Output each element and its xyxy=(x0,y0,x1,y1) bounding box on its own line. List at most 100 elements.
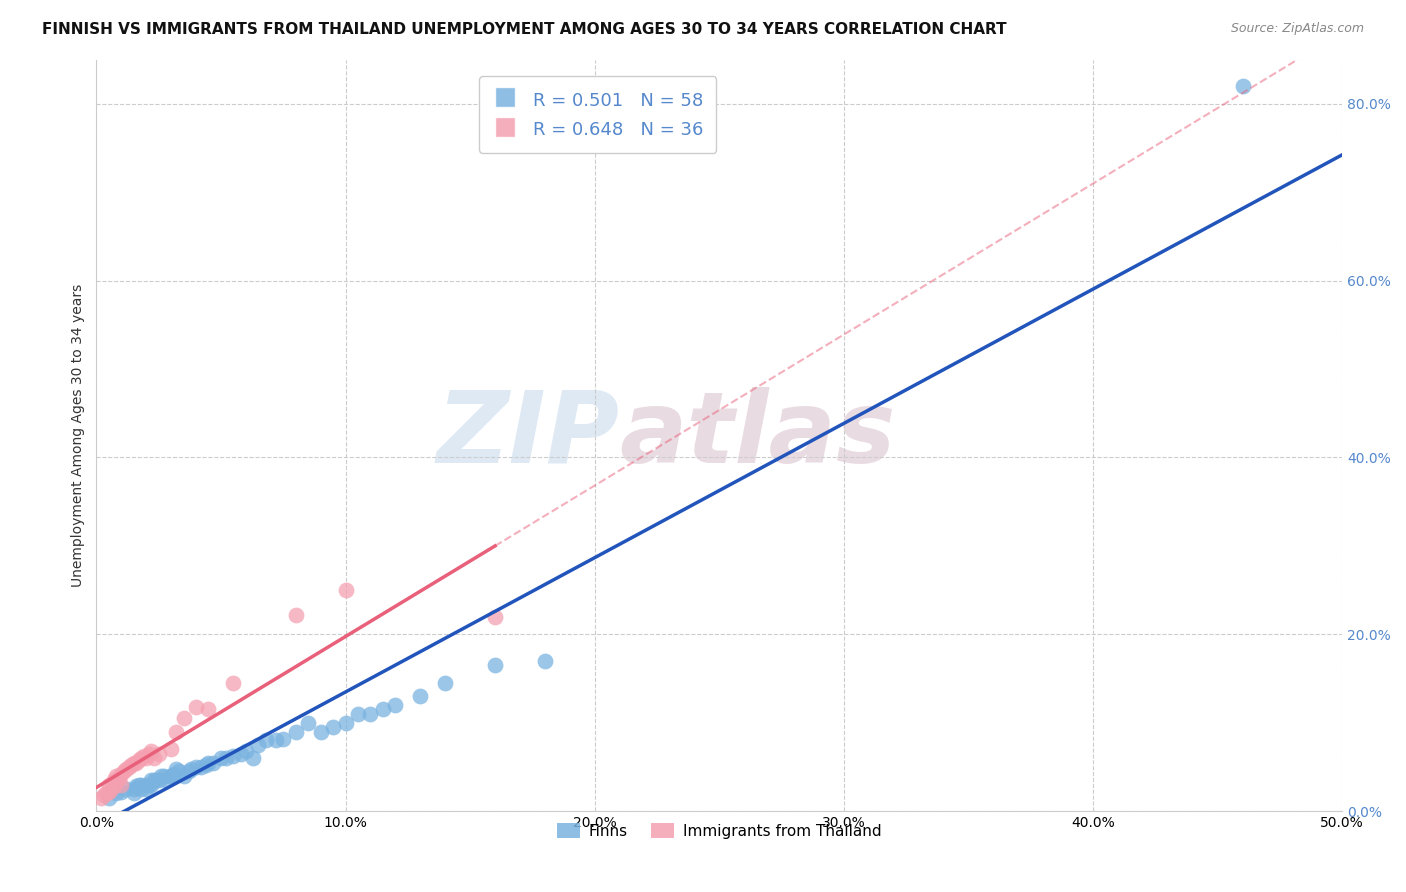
Point xyxy=(184,699,207,714)
Point xyxy=(132,749,155,764)
Point xyxy=(105,776,128,790)
Point xyxy=(173,769,195,783)
Point xyxy=(534,654,557,668)
Point xyxy=(110,778,132,792)
Text: ZIP: ZIP xyxy=(437,387,620,483)
Point xyxy=(118,760,141,774)
Point xyxy=(128,778,150,792)
Point xyxy=(347,706,370,721)
Point xyxy=(105,769,128,783)
Point xyxy=(247,738,270,752)
Point xyxy=(138,747,160,761)
Legend: Finns, Immigrants from Thailand: Finns, Immigrants from Thailand xyxy=(551,817,887,845)
Point xyxy=(141,773,163,788)
Point xyxy=(222,749,245,764)
Point xyxy=(148,773,170,788)
Point xyxy=(177,764,200,779)
Point xyxy=(152,769,174,783)
Point xyxy=(135,778,157,792)
Point xyxy=(409,690,432,704)
Point xyxy=(100,782,122,797)
Point xyxy=(180,762,202,776)
Text: atlas: atlas xyxy=(620,387,896,483)
Point xyxy=(142,751,165,765)
Point xyxy=(103,780,125,794)
Point xyxy=(142,773,165,788)
Point xyxy=(112,764,135,779)
Point xyxy=(162,767,184,781)
Point xyxy=(120,758,142,772)
Point xyxy=(97,791,120,805)
Point xyxy=(195,758,218,772)
Point xyxy=(129,751,152,765)
Point xyxy=(138,778,160,792)
Point xyxy=(129,782,152,797)
Point xyxy=(297,715,319,730)
Y-axis label: Unemployment Among Ages 30 to 34 years: Unemployment Among Ages 30 to 34 years xyxy=(72,284,86,587)
Point xyxy=(129,778,152,792)
Point xyxy=(359,706,381,721)
Point xyxy=(122,756,145,770)
Point xyxy=(202,756,225,770)
Point xyxy=(103,773,125,788)
Point xyxy=(122,787,145,801)
Point xyxy=(167,764,190,779)
Point xyxy=(335,715,357,730)
Point xyxy=(184,760,207,774)
Text: FINNISH VS IMMIGRANTS FROM THAILAND UNEMPLOYMENT AMONG AGES 30 TO 34 YEARS CORRE: FINNISH VS IMMIGRANTS FROM THAILAND UNEM… xyxy=(42,22,1007,37)
Point xyxy=(128,753,150,767)
Point xyxy=(222,676,245,690)
Point xyxy=(322,720,344,734)
Point xyxy=(173,711,195,725)
Point xyxy=(271,731,294,746)
Point xyxy=(165,724,187,739)
Point xyxy=(145,773,167,788)
Point xyxy=(90,791,112,805)
Point xyxy=(155,773,177,788)
Point xyxy=(165,762,187,776)
Point xyxy=(135,782,157,797)
Point xyxy=(197,702,219,716)
Point xyxy=(264,733,287,747)
Point xyxy=(434,676,457,690)
Point xyxy=(115,762,138,776)
Point xyxy=(160,769,183,783)
Point xyxy=(115,782,138,797)
Point xyxy=(229,747,252,761)
Point xyxy=(335,583,357,598)
Point xyxy=(110,767,132,781)
Point xyxy=(122,782,145,797)
Point xyxy=(242,751,264,765)
Point xyxy=(371,702,394,716)
Point xyxy=(141,744,163,758)
Point xyxy=(96,787,118,801)
Point xyxy=(148,747,170,761)
Point xyxy=(125,756,148,770)
Point xyxy=(254,733,277,747)
Point xyxy=(484,609,506,624)
Point xyxy=(107,771,129,785)
Point xyxy=(160,769,183,783)
Point xyxy=(215,751,238,765)
Point xyxy=(160,742,183,756)
Point xyxy=(384,698,406,712)
Point xyxy=(284,724,307,739)
Point xyxy=(97,785,120,799)
Point xyxy=(1232,79,1254,94)
Point xyxy=(209,751,232,765)
Point xyxy=(125,780,148,794)
Point xyxy=(97,778,120,792)
Point xyxy=(197,756,219,770)
Point xyxy=(484,658,506,673)
Point xyxy=(105,787,128,801)
Point xyxy=(141,778,163,792)
Point xyxy=(93,789,115,803)
Point xyxy=(235,744,257,758)
Point xyxy=(150,769,173,783)
Point xyxy=(135,751,157,765)
Text: Source: ZipAtlas.com: Source: ZipAtlas.com xyxy=(1230,22,1364,36)
Point xyxy=(110,785,132,799)
Point xyxy=(284,607,307,622)
Point xyxy=(190,760,212,774)
Point xyxy=(309,724,332,739)
